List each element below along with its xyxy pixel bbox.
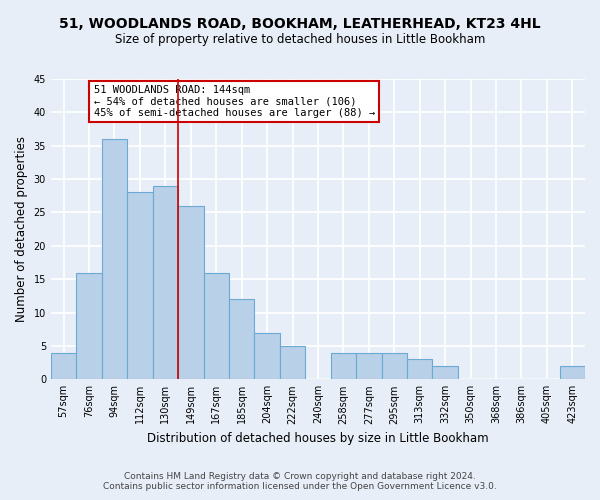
Bar — [254, 332, 280, 380]
Bar — [76, 272, 102, 380]
Bar — [356, 352, 382, 380]
Bar — [280, 346, 305, 380]
Text: Size of property relative to detached houses in Little Bookham: Size of property relative to detached ho… — [115, 32, 485, 46]
Bar — [407, 360, 433, 380]
Bar — [433, 366, 458, 380]
Bar — [382, 352, 407, 380]
X-axis label: Distribution of detached houses by size in Little Bookham: Distribution of detached houses by size … — [147, 432, 489, 445]
Y-axis label: Number of detached properties: Number of detached properties — [15, 136, 28, 322]
Bar — [102, 139, 127, 380]
Bar — [560, 366, 585, 380]
Text: Contains HM Land Registry data © Crown copyright and database right 2024.: Contains HM Land Registry data © Crown c… — [124, 472, 476, 481]
Bar — [127, 192, 152, 380]
Bar — [203, 272, 229, 380]
Bar — [229, 299, 254, 380]
Text: 51 WOODLANDS ROAD: 144sqm
← 54% of detached houses are smaller (106)
45% of semi: 51 WOODLANDS ROAD: 144sqm ← 54% of detac… — [94, 85, 375, 118]
Text: 51, WOODLANDS ROAD, BOOKHAM, LEATHERHEAD, KT23 4HL: 51, WOODLANDS ROAD, BOOKHAM, LEATHERHEAD… — [59, 18, 541, 32]
Bar — [51, 352, 76, 380]
Bar — [331, 352, 356, 380]
Bar — [178, 206, 203, 380]
Bar — [152, 186, 178, 380]
Text: Contains public sector information licensed under the Open Government Licence v3: Contains public sector information licen… — [103, 482, 497, 491]
